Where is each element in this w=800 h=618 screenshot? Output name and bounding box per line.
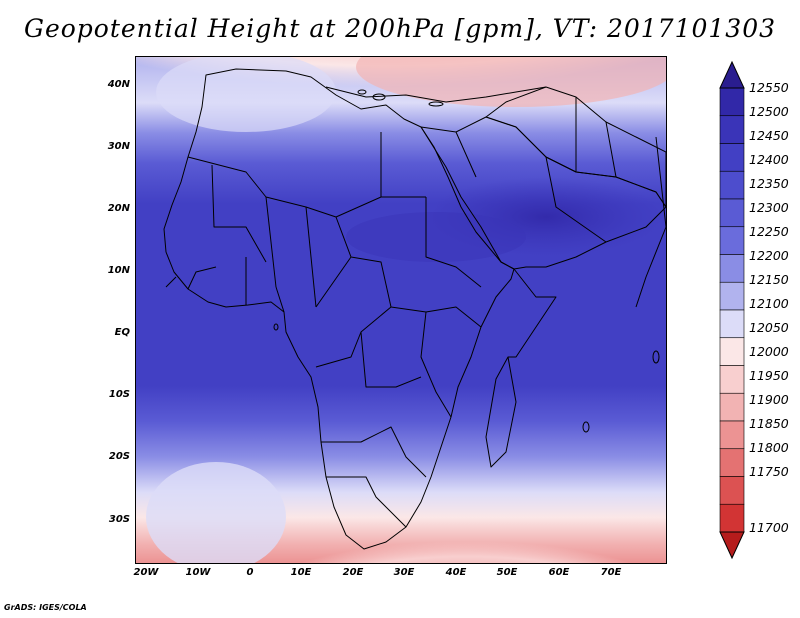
colorbar-label-12050: 12050 <box>749 320 789 335</box>
lon-label-10e: 10E <box>290 567 312 578</box>
lat-label-eq: EQ <box>114 327 130 338</box>
lon-label-50e: 50E <box>496 567 518 578</box>
lat-label-30n: 30N <box>107 141 130 152</box>
lon-label-20w: 20W <box>133 567 159 578</box>
colorbar-label-12450: 12450 <box>749 128 789 143</box>
colorbar-cell <box>719 337 745 366</box>
colorbar-cell <box>719 365 745 394</box>
colorbar-label-11800: 11800 <box>749 440 789 455</box>
colorbar-label-12500: 12500 <box>749 104 789 119</box>
colorbar-cell <box>719 476 745 505</box>
colorbar-label-12550: 12550 <box>749 80 789 95</box>
colorbar-cell <box>719 143 745 172</box>
lon-label-30e: 30E <box>393 567 415 578</box>
colorbar-cell <box>719 503 745 533</box>
colorbar-label-12100: 12100 <box>749 296 789 311</box>
map-plot-area <box>135 56 667 564</box>
colorbar-cell <box>719 420 745 450</box>
colorbar-cell <box>719 281 745 311</box>
lon-label-10w: 10W <box>185 567 211 578</box>
colorbar-label-12300: 12300 <box>749 200 789 215</box>
colorbar-cell <box>719 392 745 422</box>
colorbar-cell <box>719 87 745 117</box>
colorbar-label-11850: 11850 <box>749 416 789 431</box>
lon-label-70e: 70E <box>600 567 622 578</box>
lat-label-20s: 20S <box>108 451 130 462</box>
colorbar-label-12150: 12150 <box>749 272 789 287</box>
colorbar-top-arrow <box>719 60 745 89</box>
colorbar <box>719 60 745 560</box>
lat-label-20n: 20N <box>107 203 130 214</box>
grads-credit: GrADS: IGES/COLA <box>4 603 87 612</box>
colorbar-label-11700: 11700 <box>749 520 789 535</box>
lat-label-10n: 10N <box>107 265 130 276</box>
colorbar-label-11900: 11900 <box>749 392 789 407</box>
colorbar-bottom-arrow <box>719 531 745 560</box>
lat-label-10s: 10S <box>108 389 130 400</box>
colorbar-label-11750: 11750 <box>749 464 789 479</box>
islands <box>273 89 660 433</box>
colorbar-cell <box>719 254 745 283</box>
geopotential-height-map <box>136 57 666 563</box>
colorbar-label-12200: 12200 <box>749 248 789 263</box>
colorbar-cell <box>719 448 745 477</box>
colorbar-cell <box>719 309 745 339</box>
colorbar-cell <box>719 198 745 228</box>
map-title: Geopotential Height at 200hPa [gpm], VT:… <box>23 14 777 43</box>
lon-label-40e: 40E <box>445 567 467 578</box>
colorbar-cell <box>719 115 745 144</box>
lon-label-0: 0 <box>246 567 254 578</box>
colorbar-label-12250: 12250 <box>749 224 789 239</box>
lon-label-60e: 60E <box>548 567 570 578</box>
lat-label-30s: 30S <box>108 514 130 525</box>
colorbar-label-12350: 12350 <box>749 176 789 191</box>
colorbar-label-11950: 11950 <box>749 368 789 383</box>
colorbar-cell <box>719 226 745 255</box>
country-boundaries <box>163 68 666 550</box>
colorbar-cell <box>719 170 745 200</box>
colorbar-label-12400: 12400 <box>749 152 789 167</box>
lon-label-20e: 20E <box>342 567 364 578</box>
lat-label-40n: 40N <box>107 79 130 90</box>
colorbar-label-12000: 12000 <box>749 344 789 359</box>
